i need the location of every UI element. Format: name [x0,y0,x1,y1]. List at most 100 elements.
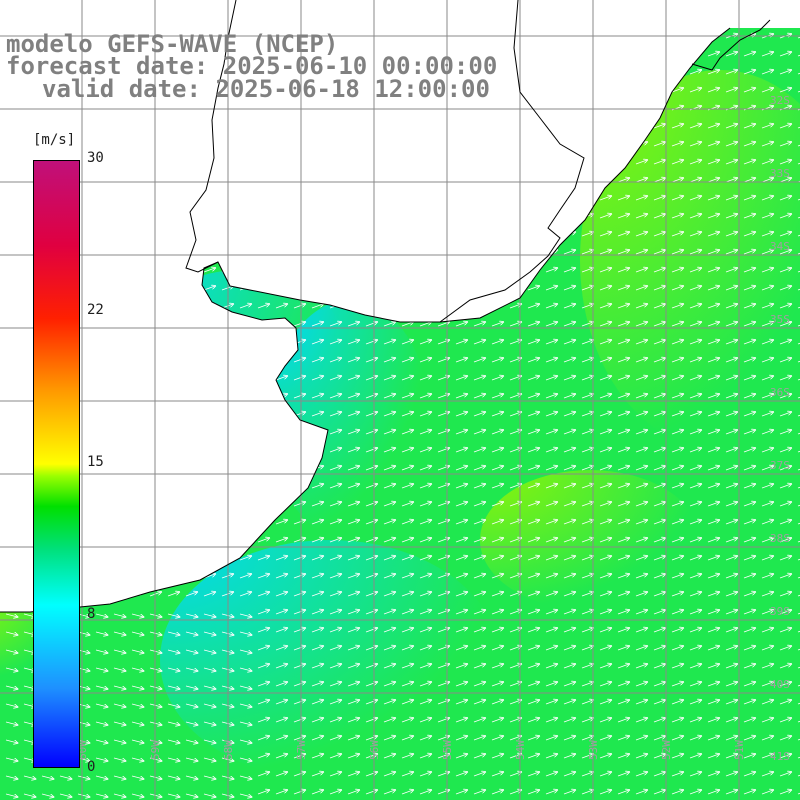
wind-vector [419,178,431,183]
wind-vector [113,592,125,597]
wind-vector [671,160,683,165]
wind-vector [671,574,683,579]
wind-vector [275,502,287,507]
wind-vector [779,538,791,543]
wind-vector [761,628,773,633]
wind-vector [419,340,431,345]
wind-vector [617,412,629,417]
wind-vector [527,196,539,201]
wind-vector [401,538,413,543]
wind-vector [257,412,269,417]
wind-vector [113,250,125,255]
wind-vector [635,610,647,615]
wind-vector [149,448,161,453]
wind-vector [131,196,143,201]
wind-vector [653,520,665,525]
wind-vector [725,592,737,597]
wind-vector [149,178,161,183]
wind-vector [509,520,521,525]
wind-vector [635,70,647,75]
wind-vector [743,322,755,327]
wind-vector [743,70,755,75]
wind-vector [725,466,737,471]
wind-vector [635,574,647,579]
wind-vector [689,286,701,291]
wind-vector [5,394,17,399]
wind-vector [347,178,359,183]
wind-vector [275,610,287,615]
wind-vector [491,556,503,561]
wind-vector [438,16,449,20]
wind-vector [329,376,341,381]
wind-vector [779,268,791,273]
wind-vector [671,214,683,219]
wind-vector [131,556,143,561]
wind-vector [401,232,413,237]
wind-vector [545,448,557,453]
wind-vector [653,358,665,363]
wind-vector [545,466,557,471]
wind-vector [383,142,395,147]
latitude-label: 32S [770,94,790,107]
wind-vector [383,124,395,129]
wind-vector [167,394,179,399]
wind-vector [653,268,665,273]
wind-vector [419,448,431,453]
wind-vector [563,376,575,381]
wind-vector [455,628,467,633]
wind-vector [257,466,269,471]
wind-vector [743,484,755,489]
wind-vector [779,358,791,363]
wind-vector [671,232,683,237]
wind-vector [347,412,359,417]
wind-vector [167,196,179,201]
wind-vector [113,394,125,399]
wind-vector [113,340,125,345]
wind-vector [725,52,737,57]
wind-vector [491,142,503,147]
wind-vector [671,178,683,183]
wind-vector [761,484,773,489]
wind-vector [293,142,305,147]
wind-vector [455,178,467,183]
wind-vector [527,232,539,237]
wind-vector [545,520,557,525]
wind-vector [473,196,485,201]
wind-vector [545,628,557,633]
wind-vector [527,160,539,165]
wind-vector [581,232,593,237]
wind-vector [150,16,161,20]
wind-vector [635,394,647,399]
wind-vector [113,124,125,129]
wind-vector [5,268,17,273]
wind-vector [671,430,683,435]
wind-vector [599,610,611,615]
wind-vector [113,538,125,543]
wind-vector [293,322,305,327]
wind-vector [599,628,611,633]
wind-vector [707,466,719,471]
wind-vector [131,538,143,543]
wind-vector [725,196,737,201]
wind-vector [329,340,341,345]
wind-vector [203,268,215,273]
wind-vector [707,286,719,291]
wind-vector [509,304,521,309]
wind-vector [635,88,647,93]
wind-vector [653,70,665,75]
wind-vector [761,88,773,93]
wind-vector [257,268,269,273]
wind-vector [203,214,215,219]
wind-vector [131,124,143,129]
wind-vector [167,574,179,579]
wind-vector [23,88,35,93]
wind-vector [455,286,467,291]
wind-vector [545,610,557,615]
wind-vector [599,232,611,237]
wind-vector [563,286,575,291]
wind-vector [779,178,791,183]
wind-vector [365,520,377,525]
wind-vector [671,610,683,615]
wind-vector [347,196,359,201]
wind-vector [671,484,683,489]
